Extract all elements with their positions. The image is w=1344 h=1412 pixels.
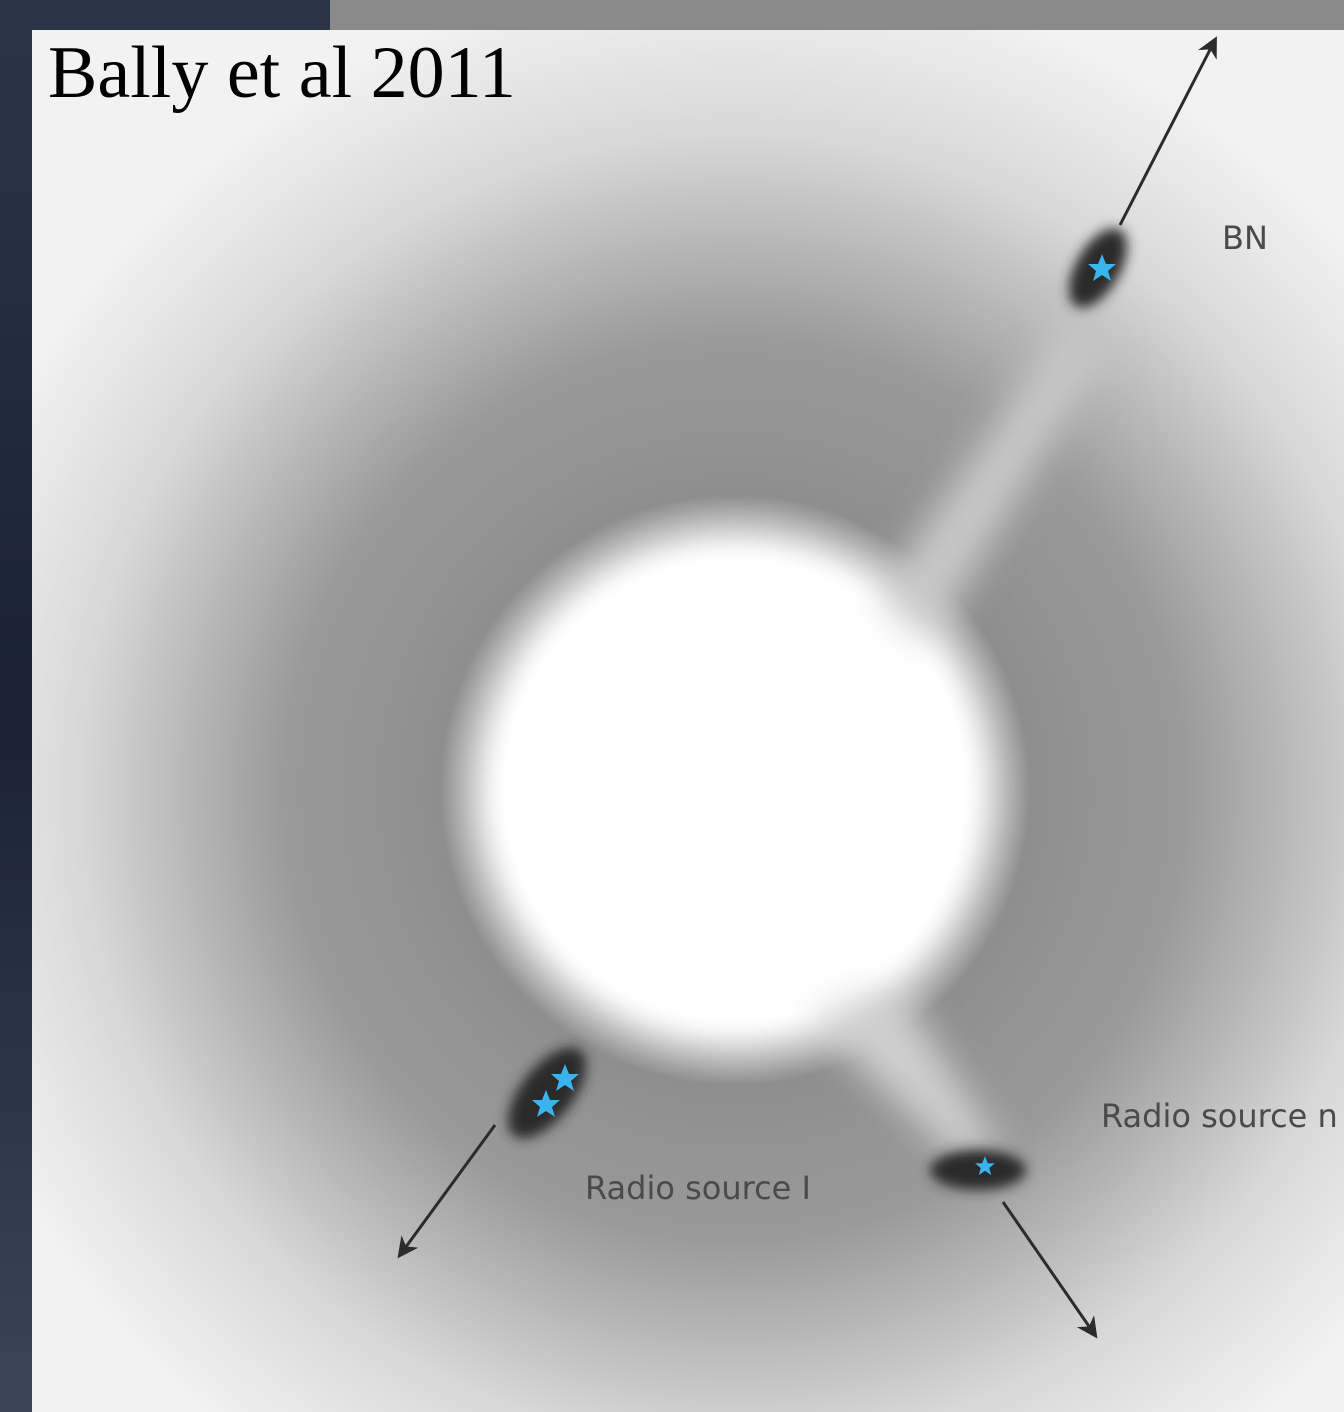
page: Bally et al 2011 BN Radio source n Radio… bbox=[0, 0, 1344, 1412]
title: Bally et al 2011 bbox=[48, 32, 516, 114]
label: Radio source I bbox=[585, 1169, 811, 1207]
label: Radio source n bbox=[1101, 1097, 1338, 1135]
label: BN bbox=[1222, 219, 1268, 257]
top-strip bbox=[330, 0, 1344, 30]
